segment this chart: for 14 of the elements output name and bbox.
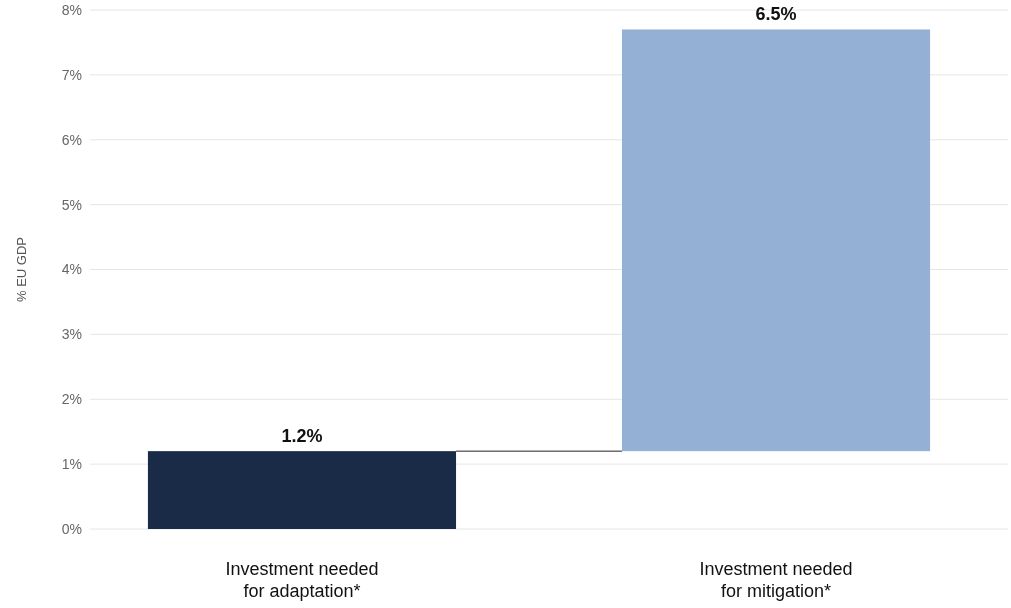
y-tick-label: 5% bbox=[61, 196, 82, 213]
data-label: 1.2% bbox=[281, 426, 323, 447]
y-axis-title: % EU GDP bbox=[14, 236, 29, 303]
x-tick-label: Investment needed for mitigation* bbox=[699, 559, 853, 601]
y-tick-label: 1% bbox=[61, 456, 82, 473]
x-tick-label: Investment needed for adaptation* bbox=[225, 559, 379, 601]
data-label: 6.5% bbox=[755, 4, 797, 25]
y-tick-label: 2% bbox=[61, 391, 82, 408]
y-tick-label: 0% bbox=[61, 520, 82, 537]
y-tick-label: 7% bbox=[61, 66, 82, 83]
y-tick-label: 6% bbox=[61, 131, 82, 148]
y-tick-label: 3% bbox=[61, 326, 82, 343]
y-tick-label: 4% bbox=[61, 261, 82, 278]
y-tick-label: 8% bbox=[61, 1, 82, 18]
